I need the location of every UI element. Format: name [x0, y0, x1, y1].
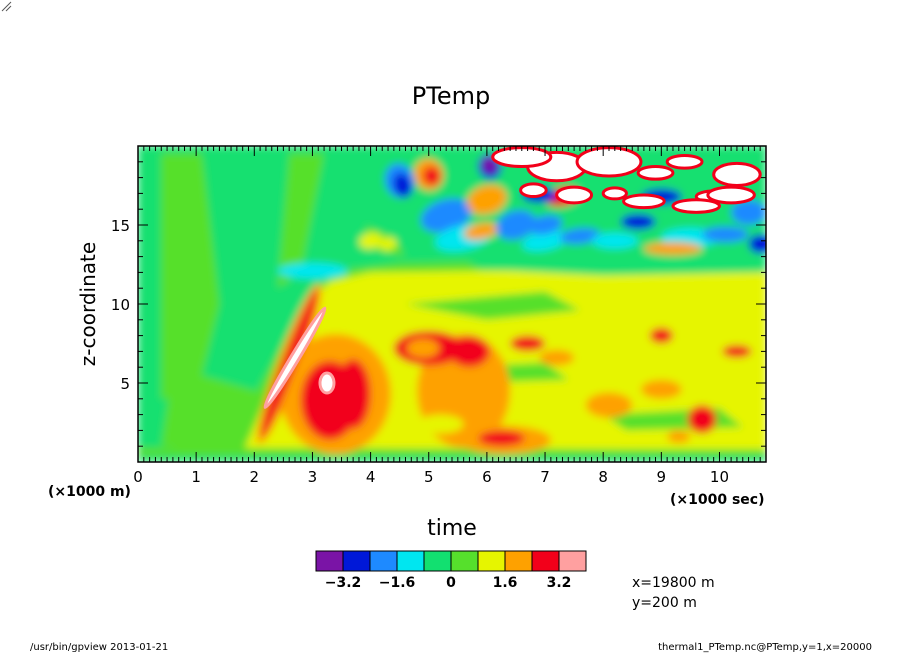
x-tick-label-5: 5: [424, 468, 434, 486]
x-tick-label-8: 8: [598, 468, 608, 486]
y-axis-label: z-coordinate: [76, 242, 100, 366]
chart-title: PTemp: [412, 82, 490, 110]
colorbar-swatch-2: [369, 550, 398, 572]
x-tick-label-3: 3: [308, 468, 318, 486]
colorbar-swatch-8: [531, 550, 560, 572]
colorbar-swatch-5: [450, 550, 479, 572]
annotation-x: x=19800 m: [632, 575, 715, 591]
colorbar-swatch-9: [558, 550, 587, 572]
colorbar-swatch-0: [315, 550, 344, 572]
colorbar-label-2: 0: [446, 575, 456, 591]
footer-right: thermal1_PTemp.nc@PTemp,y=1,x=20000: [658, 642, 872, 653]
x-tick-label-6: 6: [482, 468, 492, 486]
colorbar-swatch-4: [423, 550, 452, 572]
colorbar: −3.2 −1.6 0 1.6 3.2: [315, 550, 587, 591]
y-tick-label-15: 15: [111, 217, 130, 235]
y-tick-label-5: 5: [120, 375, 130, 393]
x-axis-unit: (×1000 sec): [670, 492, 765, 508]
footer-left: /usr/bin/gpview 2013-01-21: [30, 642, 168, 653]
colorbar-swatch-6: [477, 550, 506, 572]
colorbar-swatch-7: [504, 550, 533, 572]
x-tick-label-10: 10: [710, 468, 729, 486]
x-tick-label-1: 1: [191, 468, 201, 486]
colorbar-label-0: −3.2: [325, 575, 362, 591]
colorbar-label-4: 3.2: [547, 575, 572, 591]
y-axis-unit: (×1000 m): [48, 484, 131, 500]
heatmap-field: [138, 146, 766, 462]
colorbar-swatch-3: [396, 550, 425, 572]
x-tick-label-9: 9: [657, 468, 667, 486]
x-axis-label: time: [427, 516, 477, 541]
y-tick-label-10: 10: [111, 296, 130, 314]
colorbar-label-1: −1.6: [379, 575, 416, 591]
colorbar-swatch-1: [342, 550, 371, 572]
x-tick-label-7: 7: [540, 468, 550, 486]
x-tick-label-4: 4: [366, 468, 376, 486]
colorbar-label-3: 1.6: [493, 575, 518, 591]
x-tick-label-2: 2: [250, 468, 260, 486]
annotation-y: y=200 m: [632, 595, 697, 611]
axis-ticks: 0 1 2 3 4 5 6 7 8 9 10 5 10 15: [111, 146, 767, 486]
x-tick-label-0: 0: [133, 468, 143, 486]
resize-grip-icon[interactable]: [0, 0, 12, 12]
